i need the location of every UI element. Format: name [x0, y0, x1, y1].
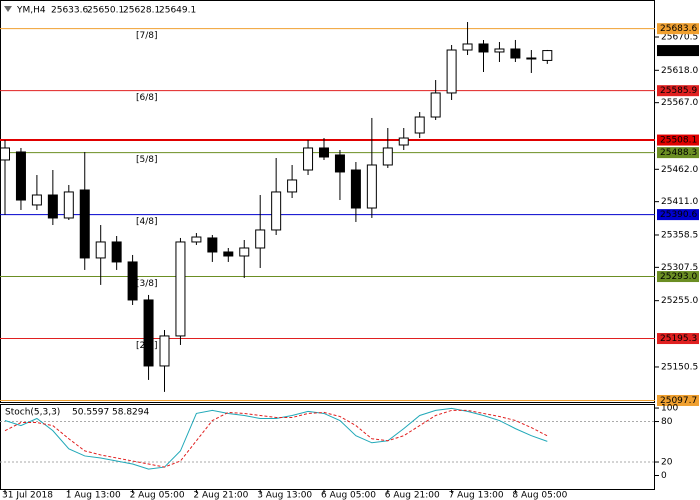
- stoch-line: [4, 407, 548, 470]
- candle-body: [271, 191, 282, 231]
- x-tick-label: 8 Aug 05:00: [512, 491, 567, 500]
- candle-body: [446, 49, 457, 94]
- level-price: 25585.9: [660, 86, 697, 96]
- level-price: 25293.0: [660, 272, 697, 282]
- level-label: [5/8]: [136, 155, 158, 165]
- ohlc-value: 25650.1: [87, 6, 124, 16]
- candle-body: [430, 92, 441, 118]
- ohlc-value: 25633.6: [51, 6, 88, 16]
- x-tick-label: 6 Aug 21:00: [385, 491, 440, 500]
- level-label: [4/8]: [136, 217, 158, 227]
- current-price: 25649.1: [660, 46, 697, 56]
- level-price-box: [657, 209, 699, 221]
- candle-body: [175, 241, 186, 337]
- candle-body: [143, 299, 154, 367]
- candle-body: [303, 147, 314, 171]
- y-tick-label: 25255.0: [661, 296, 698, 306]
- candle-body: [255, 229, 266, 249]
- level-price: 25488.3: [660, 148, 697, 158]
- candle-body: [111, 241, 122, 263]
- sub-value: 50.5597: [72, 408, 109, 418]
- level-price-box: [657, 23, 699, 35]
- candle-body: [350, 169, 361, 209]
- candle-body: [47, 194, 58, 219]
- level-price: 25508.1: [660, 136, 697, 146]
- symbol-icon: [4, 6, 12, 12]
- main-frame: [0, 0, 655, 403]
- x-tick-label: 2 Aug 21:00: [193, 491, 248, 500]
- y-tick-label: 25462.0: [661, 165, 698, 175]
- candle-body: [159, 335, 170, 367]
- y-tick-label: 25618.0: [661, 66, 698, 76]
- y-tick-label: 0: [661, 471, 667, 481]
- candle-body: [510, 48, 521, 59]
- y-tick-label: 25358.5: [661, 230, 698, 240]
- candle-body: [382, 147, 393, 166]
- level-price-box: [657, 85, 699, 97]
- x-tick-label: 3 Aug 13:00: [257, 491, 312, 500]
- x-tick-label: 2 Aug 05:00: [130, 491, 185, 500]
- candle-body: [0, 147, 10, 161]
- candle-body: [127, 261, 138, 301]
- level-price-box: [657, 271, 699, 283]
- candle-body: [334, 154, 345, 173]
- candle-body: [191, 236, 202, 243]
- y-tick-label: 25567.0: [661, 98, 698, 108]
- candle-body: [542, 50, 553, 61]
- candle-body: [398, 137, 409, 146]
- candle-body: [15, 151, 26, 201]
- candle-body: [494, 48, 505, 53]
- candle-body: [79, 189, 90, 259]
- stoch-line: [4, 409, 548, 468]
- candle-body: [319, 147, 329, 158]
- ohlc-value: 25649.1: [159, 6, 196, 16]
- level-price: 25683.6: [660, 24, 697, 34]
- candle-body: [31, 194, 42, 206]
- candle-body: [287, 179, 298, 193]
- candle-body: [462, 43, 473, 51]
- y-tick-label: 25670.5: [661, 32, 698, 42]
- candle-body: [207, 237, 218, 253]
- candle-body: [414, 116, 425, 134]
- level-label: [3/8]: [136, 279, 158, 289]
- level-price: 25390.6: [660, 210, 697, 220]
- y-tick-label: 100: [661, 404, 678, 414]
- chart-title: YM,H4: [16, 6, 46, 16]
- candle-body: [223, 251, 234, 257]
- level-label: [7/8]: [136, 31, 158, 41]
- level-price: 25195.3: [660, 334, 697, 344]
- x-tick-label: 1 Aug 13:00: [66, 491, 121, 500]
- level-label: [6/8]: [136, 93, 158, 103]
- y-tick-label: 25307.5: [661, 263, 698, 273]
- current-price-box: [657, 45, 699, 57]
- y-tick-label: 80: [661, 417, 673, 427]
- level-price-box: [657, 333, 699, 345]
- sub-title: Stoch(5,3,3): [5, 408, 60, 418]
- level-price-box: [657, 394, 699, 406]
- candle-body: [63, 191, 74, 219]
- y-tick-label: 25411.0: [661, 197, 698, 207]
- y-tick-label: 20: [661, 458, 673, 468]
- level-price: 25097.7: [660, 396, 697, 406]
- candle-body: [239, 247, 250, 257]
- ohlc-value: 25628.1: [123, 6, 160, 16]
- level-price-box: [657, 147, 699, 159]
- sub-value: 58.8294: [112, 408, 149, 418]
- x-tick-label: 6 Aug 05:00: [321, 491, 376, 500]
- candle-body: [478, 43, 489, 53]
- candle-body: [366, 164, 377, 209]
- level-price-box: [657, 134, 699, 146]
- x-tick-label: 31 Jul 2018: [2, 491, 53, 500]
- candle-body: [526, 57, 537, 60]
- sub-frame: [0, 404, 655, 490]
- candle-body: [95, 241, 106, 259]
- x-tick-label: 7 Aug 13:00: [449, 491, 504, 500]
- y-tick-label: 25150.5: [661, 362, 698, 372]
